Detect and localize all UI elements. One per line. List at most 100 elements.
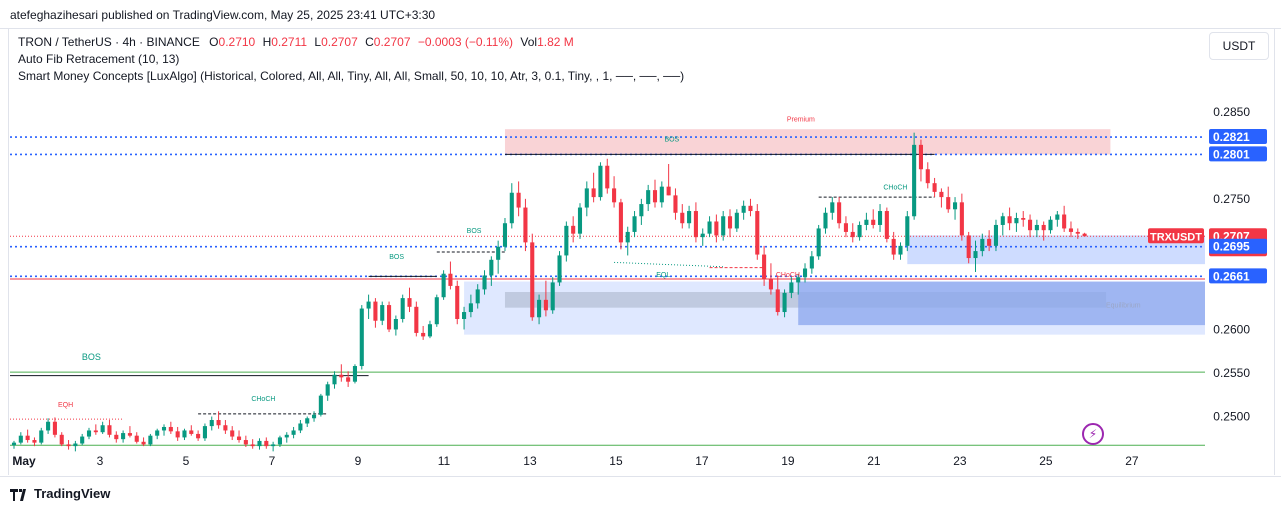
candle xyxy=(768,278,773,290)
candle xyxy=(953,202,958,210)
candle xyxy=(850,231,855,238)
time-axis: May 3 5 7 9 11 13 15 17 19 21 23 25 27 xyxy=(12,454,1139,468)
candle xyxy=(557,255,562,283)
candle xyxy=(168,426,173,432)
candle xyxy=(25,435,30,441)
candle xyxy=(932,183,937,192)
candle xyxy=(748,205,753,212)
candle xyxy=(1055,214,1060,220)
candle xyxy=(482,275,487,290)
candle xyxy=(380,305,385,321)
legend-symbol[interactable]: TRON / TetherUS · 4h · BINANCE xyxy=(18,35,200,49)
candle xyxy=(598,165,603,198)
candle xyxy=(46,421,51,431)
candle xyxy=(687,211,692,224)
x-tick-label: 19 xyxy=(781,454,795,468)
candle xyxy=(141,441,146,445)
x-tick-label: 27 xyxy=(1125,454,1139,468)
x-tick-label: 5 xyxy=(183,454,190,468)
candle xyxy=(387,305,392,330)
candle xyxy=(516,192,521,208)
candle xyxy=(243,440,248,445)
candle xyxy=(891,238,896,255)
candle xyxy=(605,165,610,189)
tv-logo-icon xyxy=(10,488,26,501)
lightning-icon[interactable]: ⚡ xyxy=(1082,423,1104,445)
y-tick-label: 0.2750 xyxy=(1213,192,1250,206)
candle xyxy=(209,420,214,427)
y-tick-label: 0.2850 xyxy=(1213,105,1250,119)
candle xyxy=(925,169,930,184)
candle xyxy=(127,433,132,436)
candle xyxy=(475,289,480,304)
candle xyxy=(182,430,187,438)
eql-line xyxy=(614,261,724,268)
candle xyxy=(843,223,848,232)
candle xyxy=(959,202,964,236)
annotation-choch: CHoCH xyxy=(776,272,800,279)
candle xyxy=(400,298,405,320)
candle xyxy=(175,431,180,438)
candle xyxy=(121,433,126,440)
brand-text: TradingView xyxy=(34,486,111,501)
open-label: O xyxy=(209,35,219,49)
candle xyxy=(1082,233,1087,237)
candle xyxy=(468,303,473,313)
low-value: 0.2707 xyxy=(321,35,358,49)
x-tick-label: 25 xyxy=(1039,454,1053,468)
levels-layer xyxy=(10,136,1205,446)
candle xyxy=(393,319,398,330)
annotation-bos: BOS xyxy=(82,352,101,362)
y-tick-label: 0.2500 xyxy=(1213,410,1250,424)
candle xyxy=(1041,224,1046,231)
candle xyxy=(318,395,323,415)
candle xyxy=(339,374,344,378)
candle xyxy=(155,430,160,436)
candle xyxy=(993,224,999,246)
price-chart[interactable]: Premium BOS CHoCH BOS BOS EQL CHoCH Equilibrium… xyxy=(0,0,1281,476)
legend-indicator-fib[interactable]: Auto Fib Retracement (10, 13) xyxy=(18,52,180,66)
candle xyxy=(359,308,364,367)
volume-label: Vol xyxy=(520,35,538,49)
annotations-layer: Premium BOS CHoCH BOS BOS EQL CHoCH Equilibrium… xyxy=(58,116,1141,409)
candle xyxy=(1000,216,1005,225)
premium-zone xyxy=(504,129,1111,155)
candle xyxy=(455,285,460,320)
candle xyxy=(100,425,105,433)
annotation-eql: EQL xyxy=(656,272,670,279)
candle xyxy=(305,418,310,424)
tradingview-logo[interactable]: TradingView xyxy=(10,486,110,501)
candle xyxy=(530,242,535,318)
candle xyxy=(898,245,903,255)
high-label: H xyxy=(262,35,272,49)
candle xyxy=(1048,219,1053,231)
legend-indicator-smc[interactable]: Smart Money Concepts [LuxAlgo] (Historic… xyxy=(18,69,685,83)
open-value: 0.2710 xyxy=(218,35,256,49)
candle xyxy=(741,205,746,213)
candle xyxy=(434,297,439,325)
candle xyxy=(537,299,542,318)
annotation-bos: BOS xyxy=(389,254,404,261)
x-tick-label: 23 xyxy=(953,454,967,468)
candle xyxy=(755,211,760,255)
candle xyxy=(1062,214,1067,229)
candle xyxy=(625,231,630,243)
price-tag-label: 0.2821 xyxy=(1213,130,1250,144)
candle xyxy=(114,434,119,440)
candle xyxy=(93,430,98,433)
candle xyxy=(189,430,194,434)
candle xyxy=(196,433,201,439)
candle xyxy=(980,238,985,252)
volume-value: 1.82 M xyxy=(537,35,574,49)
candle xyxy=(86,430,92,437)
candle xyxy=(1068,228,1074,232)
currency-button[interactable]: USDT xyxy=(1209,32,1269,60)
candle xyxy=(134,435,139,442)
candle xyxy=(789,282,794,293)
price-tag-label: 0.2801 xyxy=(1213,147,1250,161)
candle xyxy=(727,216,733,229)
candle xyxy=(632,216,637,232)
candle xyxy=(107,425,112,435)
candle xyxy=(939,191,944,198)
candle xyxy=(837,202,842,224)
